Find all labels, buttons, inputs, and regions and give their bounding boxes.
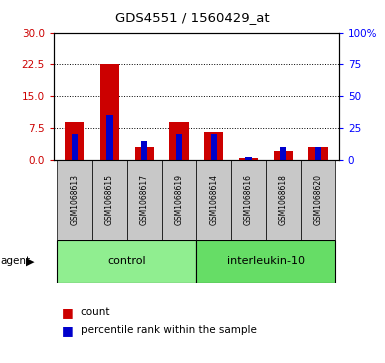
Bar bbox=[211, 134, 217, 160]
Text: ■: ■ bbox=[62, 324, 74, 337]
Bar bbox=[162, 160, 196, 240]
Bar bbox=[100, 65, 119, 160]
Text: GSM1068615: GSM1068615 bbox=[105, 174, 114, 225]
Text: GDS4551 / 1560429_at: GDS4551 / 1560429_at bbox=[115, 11, 270, 24]
Bar bbox=[127, 160, 162, 240]
Bar bbox=[196, 240, 335, 283]
Bar bbox=[239, 158, 258, 160]
Bar bbox=[72, 134, 78, 160]
Bar bbox=[274, 151, 293, 160]
Text: GSM1068614: GSM1068614 bbox=[209, 174, 218, 225]
Text: GSM1068619: GSM1068619 bbox=[174, 174, 184, 225]
Bar bbox=[176, 134, 182, 160]
Text: interleukin-10: interleukin-10 bbox=[227, 256, 305, 266]
Bar bbox=[106, 115, 113, 160]
Text: agent: agent bbox=[1, 256, 31, 266]
Bar bbox=[308, 147, 328, 160]
Text: GSM1068613: GSM1068613 bbox=[70, 174, 79, 225]
Bar bbox=[141, 140, 147, 160]
Bar bbox=[315, 147, 321, 160]
Text: GSM1068618: GSM1068618 bbox=[279, 174, 288, 225]
Text: ■: ■ bbox=[62, 306, 74, 319]
Bar bbox=[245, 157, 251, 160]
Bar bbox=[266, 160, 301, 240]
Bar bbox=[92, 160, 127, 240]
Bar bbox=[280, 147, 286, 160]
Bar bbox=[204, 132, 223, 160]
Bar bbox=[65, 122, 84, 160]
Text: GSM1068620: GSM1068620 bbox=[313, 174, 323, 225]
Text: GSM1068617: GSM1068617 bbox=[140, 174, 149, 225]
Text: GSM1068616: GSM1068616 bbox=[244, 174, 253, 225]
Bar bbox=[231, 160, 266, 240]
Bar bbox=[135, 147, 154, 160]
Bar bbox=[301, 160, 335, 240]
Text: ▶: ▶ bbox=[26, 256, 35, 266]
Bar bbox=[57, 240, 196, 283]
Bar bbox=[57, 160, 92, 240]
Text: percentile rank within the sample: percentile rank within the sample bbox=[81, 325, 257, 335]
Text: control: control bbox=[107, 256, 146, 266]
Bar bbox=[196, 160, 231, 240]
Bar bbox=[169, 122, 189, 160]
Text: count: count bbox=[81, 307, 110, 317]
